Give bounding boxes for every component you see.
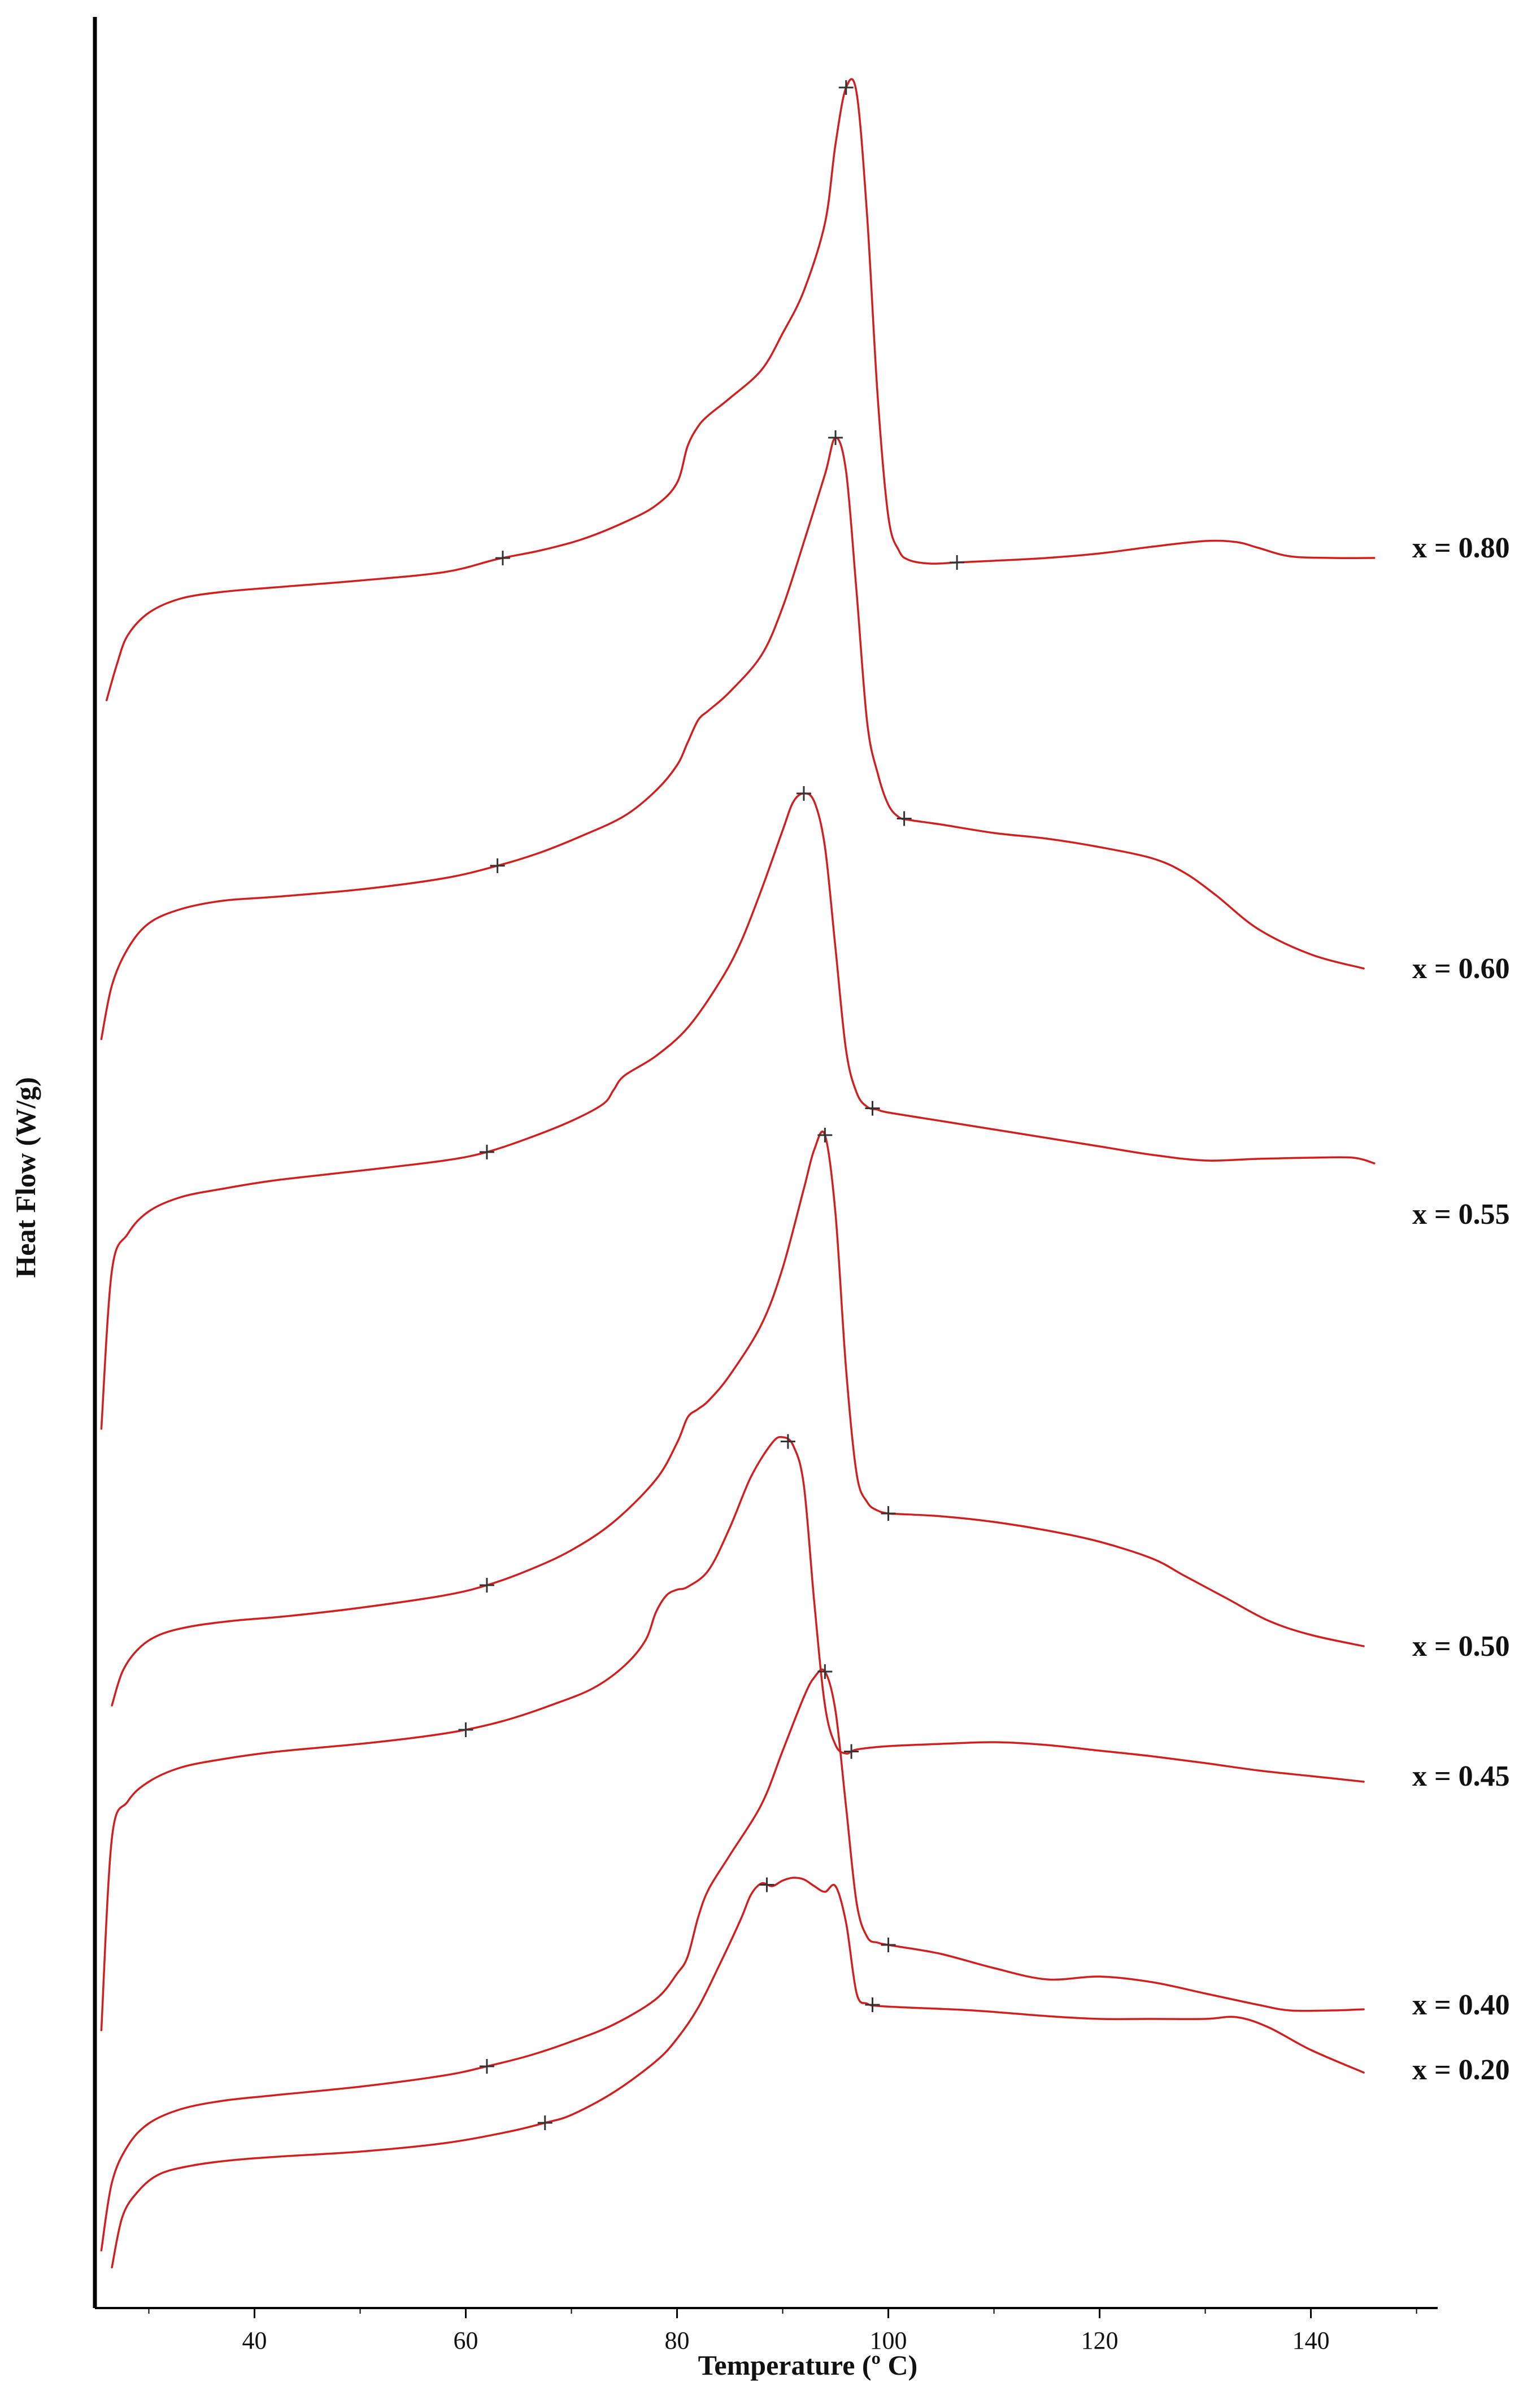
marker-x-080-0 [495,551,510,566]
marker-x-080-2 [950,555,965,570]
marker-x-060-0 [490,858,505,873]
series-label-x-045: x = 0.45 [1412,1760,1510,1792]
marker-x-045-0 [458,1722,473,1737]
x-ticks: 40 60 80 100 120 140 [148,2308,1417,2354]
marker-x-080-1 [838,80,854,95]
marker-x-060-1 [828,430,843,445]
heat-flow-curves [100,78,1376,2269]
marker-x-055-1 [796,786,811,801]
curve-x-060 [100,437,1365,1040]
x-tick-label-40: 40 [242,2327,267,2354]
x-axis-title: Temperature (º C) [698,2349,918,2381]
marker-x-050-2 [881,1506,896,1521]
marker-x-045-1 [780,1434,795,1449]
marker-x-060-2 [896,811,912,826]
marker-x-040-0 [479,2059,494,2074]
x-tick-label-60: 60 [454,2327,478,2354]
series-label-x-020: x = 0.20 [1412,2054,1510,2086]
marker-x-040-2 [881,1938,896,1952]
curve-x-040 [100,1668,1365,2252]
curve-x-055 [100,792,1376,1430]
series-label-x-050: x = 0.50 [1412,1630,1510,1663]
axes [93,17,1438,2309]
transition-markers [458,80,965,2130]
series-label-x-055: x = 0.55 [1412,1198,1510,1231]
series-label-x-040: x = 0.40 [1412,1989,1510,2021]
x-tick-label-80: 80 [665,2327,690,2354]
marker-x-050-1 [817,1128,833,1142]
series-labels: x = 0.80 x = 0.60 x = 0.55 x = 0.50 x = 0.45… [1412,532,1510,2086]
y-axis-title: Heat Flow (W/g) [10,1077,41,1277]
curve-x-020 [111,1877,1365,2269]
curve-x-080 [105,78,1376,701]
marker-x-020-2 [865,1997,880,2012]
marker-x-055-2 [865,1101,880,1116]
marker-x-020-0 [537,2115,552,2130]
series-label-x-060: x = 0.60 [1412,953,1510,985]
x-tick-label-100: 100 [870,2327,907,2354]
marker-x-045-2 [844,1744,859,1759]
curve-x-045 [100,1436,1365,2031]
x-tick-label-120: 120 [1081,2327,1118,2354]
curve-x-050 [111,1130,1365,1707]
series-label-x-080: x = 0.80 [1412,532,1510,564]
marker-x-040-1 [817,1664,833,1679]
marker-x-050-0 [479,1578,494,1593]
x-tick-label-140: 140 [1292,2327,1330,2354]
marker-x-020-1 [759,1877,774,1892]
marker-x-055-0 [479,1145,494,1159]
